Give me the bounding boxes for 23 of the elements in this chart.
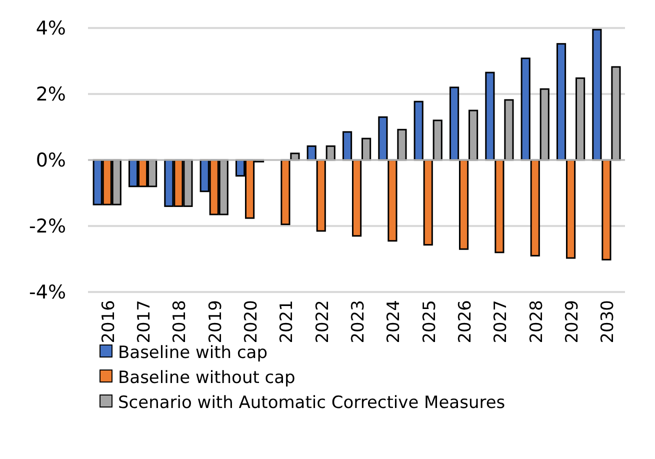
x-tick-label: 2016 xyxy=(98,300,119,344)
x-tick-label: 2022 xyxy=(312,300,333,344)
x-tick-label: 2030 xyxy=(598,300,618,344)
y-tick-label: 2% xyxy=(36,84,66,106)
legend-label: Baseline without cap xyxy=(118,368,296,388)
x-tick-label: 2028 xyxy=(526,300,547,344)
x-tick-label: 2019 xyxy=(206,300,226,344)
x-tick-label: 2023 xyxy=(348,300,368,344)
x-tick-label: 2017 xyxy=(134,300,154,344)
x-tick-label: 2024 xyxy=(384,300,404,344)
y-tick-label: -2% xyxy=(29,216,66,238)
legend-label: Baseline with cap xyxy=(118,342,268,363)
x-tick-label: 2026 xyxy=(455,300,476,344)
y-tick-label: 4% xyxy=(36,18,66,40)
x-tick-label: 2020 xyxy=(241,300,262,344)
x-tick-label: 2027 xyxy=(491,300,512,344)
y-tick-label: -4% xyxy=(29,282,66,304)
x-tick-label: 2029 xyxy=(562,300,582,344)
legend-label: Scenario with Automatic Corrective Measures xyxy=(118,392,506,413)
x-tick-label: 2025 xyxy=(420,300,440,344)
x-tick-label: 2021 xyxy=(277,300,298,344)
y-tick-label: 0% xyxy=(36,150,66,172)
x-tick-label: 2018 xyxy=(170,300,190,344)
